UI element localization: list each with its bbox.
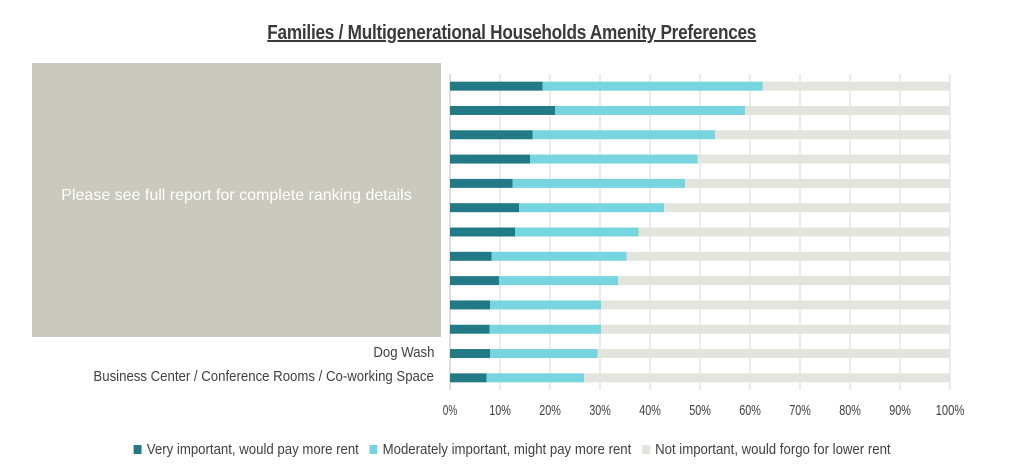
bar-segment-series-2 [486,373,584,383]
x-tick-label: 60% [739,402,761,419]
legend: Very important, would pay more rent Moder… [0,441,1024,458]
x-tick-label: 0% [443,402,457,419]
chart-title: Families / Multigenerational Households … [267,22,757,44]
ranking-overlay-box: Please see full report for complete rank… [32,63,441,337]
bar-segment-series-1 [450,178,513,188]
bar-segment-series-3 [745,105,950,115]
x-tick-label: 70% [789,402,811,419]
x-tick-label: 10% [489,402,511,419]
bar-segment-series-3 [664,203,950,213]
bar-segment-series-2 [542,81,763,91]
bar-segment-series-2 [519,203,664,213]
legend-items: Very important, would pay more rent Moder… [128,441,896,458]
bar-segment-series-1 [450,349,490,359]
bar-segment-series-2 [490,300,601,310]
legend-entry: Not important, would forgo for lower ren… [641,441,891,458]
bar-segment-series-1 [450,154,530,164]
bar-segment-series-1 [450,373,487,383]
bar-segment-series-2 [555,105,745,115]
bar-segment-series-2 [515,227,639,237]
bar-segment-series-1 [450,105,555,115]
bar-segment-series-1 [450,227,515,237]
bar-segment-series-1 [450,324,490,334]
bar-segment-series-1 [450,203,519,213]
x-tick-label: 90% [889,402,911,419]
bar-segment-series-1 [450,300,490,310]
x-tick-label: 80% [839,402,861,419]
legend-entry: Moderately important, might pay more ren… [369,441,631,458]
bar-segment-series-3 [597,349,950,359]
bar-segment-series-1 [450,130,533,140]
category-label: Dog Wash [372,343,434,361]
bar-segment-series-3 [685,178,950,188]
x-tick-label: 30% [589,402,611,419]
bar-segment-series-2 [532,130,715,140]
bar-segment-series-3 [584,373,950,383]
legend-label: Moderately important, might pay more ren… [382,441,632,458]
bar-segment-series-2 [530,154,698,164]
overlay-text: Please see full report for complete rank… [61,186,412,204]
legend-entry: Very important, would pay more rent [133,441,359,458]
x-tick-label: 40% [639,402,661,419]
legend-swatch [641,445,650,454]
bar-segment-series-2 [490,349,598,359]
legend-swatch [133,445,142,454]
bar-segment-series-3 [638,227,950,237]
legend-label: Very important, would pay more rent [146,441,359,458]
bar-segment-series-1 [450,81,543,91]
bar-segment-series-3 [762,81,950,91]
legend-swatch [369,445,378,454]
x-tick-label: 100% [936,402,965,419]
legend-label: Not important, would forgo for lower ren… [654,441,891,458]
bar-segment-series-2 [491,251,627,261]
bar-segment-series-2 [512,178,685,188]
bar-segment-series-3 [601,324,950,334]
x-tick-label: 20% [539,402,561,419]
bar-segment-series-3 [697,154,950,164]
x-tick-label: 50% [689,402,711,419]
bar-segment-series-2 [499,276,618,286]
bar-segment-series-1 [450,251,492,261]
bar-segment-series-3 [618,276,950,286]
bar-segment-series-3 [715,130,950,140]
category-label: Business Center / Conference Rooms / Co-… [93,367,434,385]
bar-segment-series-1 [450,276,499,286]
bar-segment-series-3 [601,300,950,310]
bar-segment-series-3 [626,251,950,261]
bar-segment-series-2 [489,324,601,334]
